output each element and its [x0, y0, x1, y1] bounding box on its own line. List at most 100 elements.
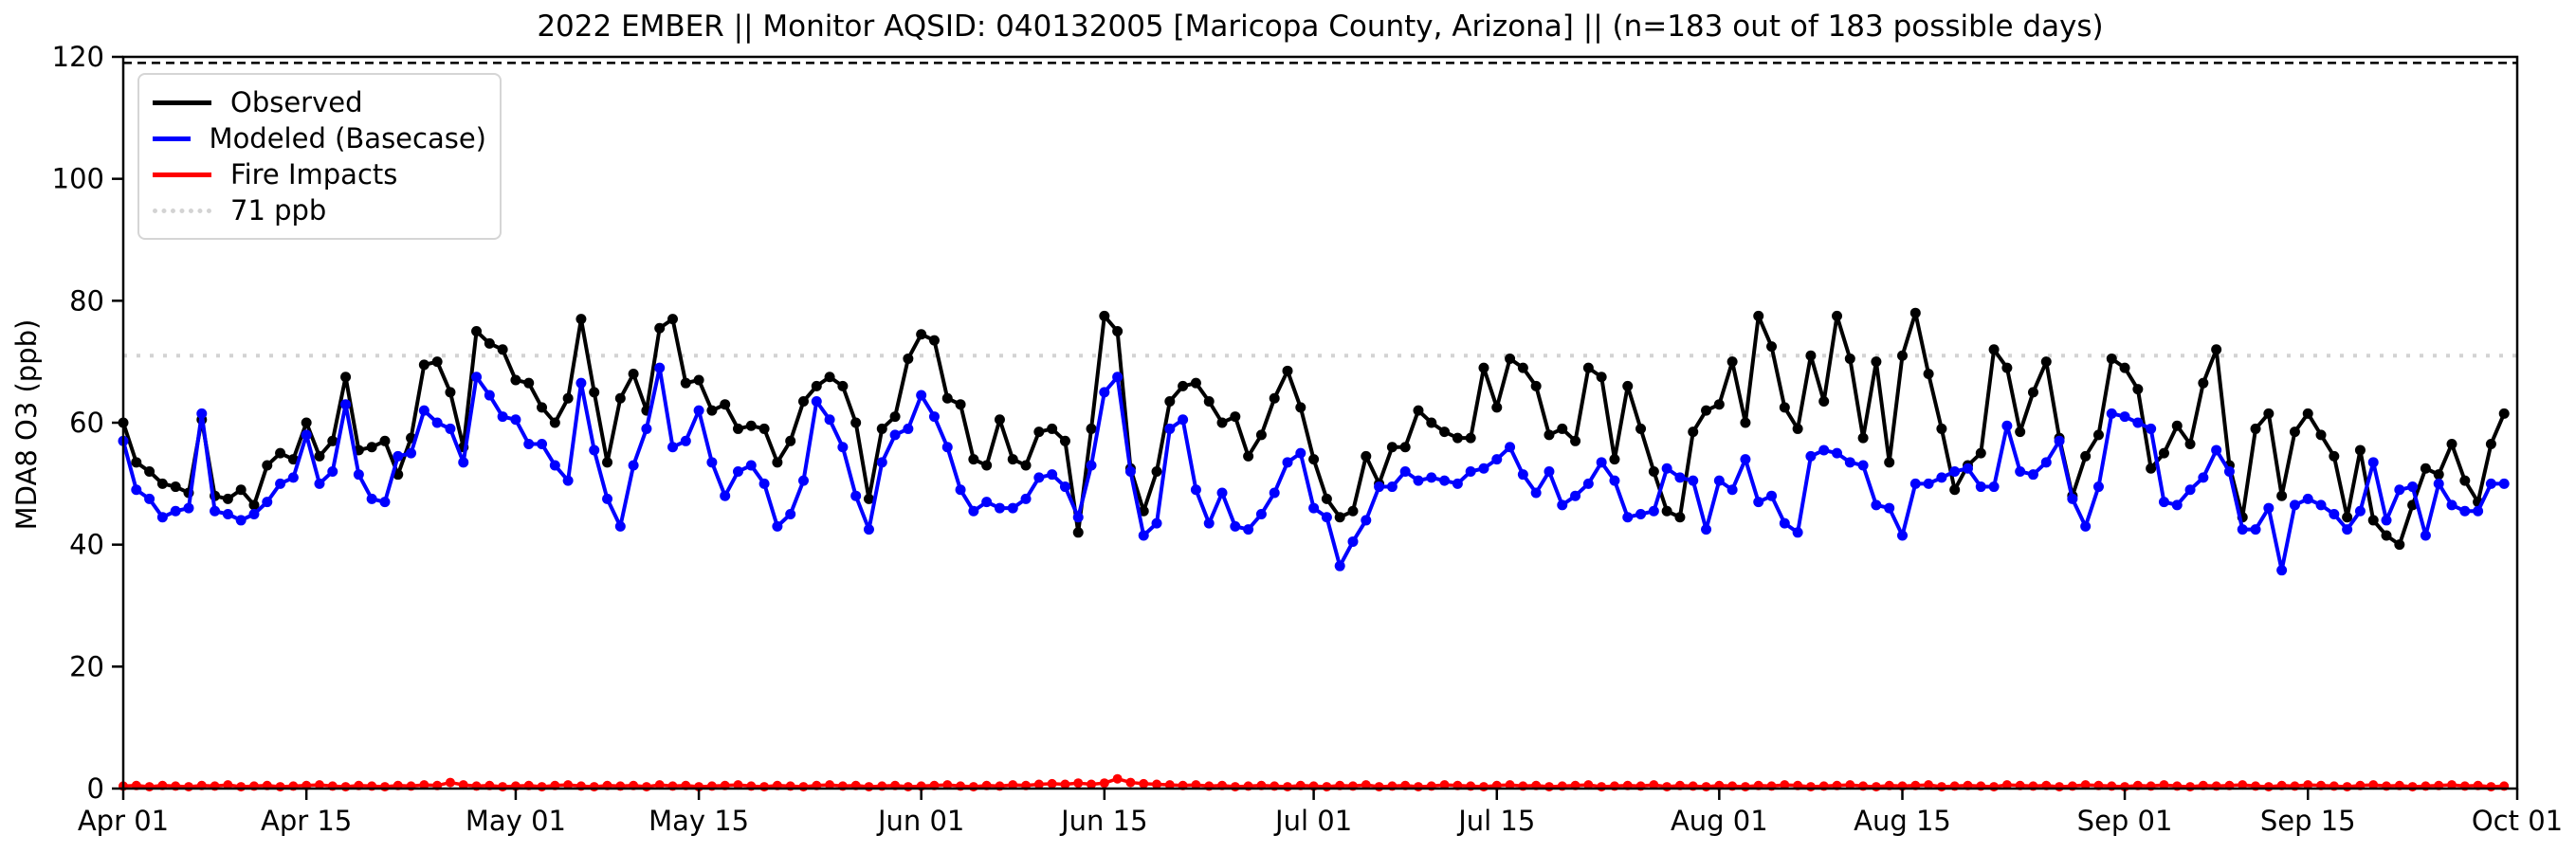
data-point	[340, 782, 351, 792]
data-point	[1347, 535, 1359, 547]
data-point	[1530, 380, 1542, 391]
data-point	[706, 457, 718, 468]
data-point	[393, 450, 404, 462]
x-tick-label: Oct 01	[2472, 805, 2563, 837]
data-point	[2342, 782, 2352, 792]
data-point	[1322, 782, 1332, 792]
data-point	[235, 515, 247, 526]
data-point	[1282, 457, 1293, 468]
data-point	[759, 782, 770, 792]
legend-label-observed: Observed	[230, 86, 363, 118]
data-point	[720, 490, 731, 501]
data-point	[2237, 524, 2248, 535]
data-point	[1099, 310, 1110, 321]
fire-line-icon	[153, 172, 211, 177]
data-point	[1557, 499, 1568, 511]
data-point	[2407, 481, 2419, 493]
data-point	[2092, 481, 2104, 493]
data-point	[785, 435, 796, 446]
data-point	[1780, 780, 1790, 790]
data-point	[2027, 469, 2038, 481]
data-point	[1008, 780, 1018, 790]
data-point	[1112, 773, 1123, 784]
data-point	[353, 469, 364, 481]
data-point	[419, 780, 429, 790]
data-point	[903, 353, 914, 364]
data-point	[2211, 445, 2222, 456]
data-point	[1216, 417, 1228, 428]
data-point	[2302, 493, 2313, 504]
data-point	[1871, 356, 1882, 368]
data-point	[1047, 469, 1058, 481]
data-point	[2027, 387, 2038, 398]
data-point	[1597, 782, 1607, 792]
data-point	[1308, 502, 1320, 514]
data-point	[1491, 454, 1503, 465]
data-point	[1596, 457, 1607, 468]
data-point	[1190, 484, 1201, 496]
data-point	[1033, 426, 1045, 438]
data-point	[2473, 505, 2484, 517]
data-point	[1439, 475, 1451, 486]
data-point	[797, 475, 809, 486]
data-point	[340, 399, 352, 410]
data-point	[2080, 520, 2092, 532]
data-point	[1282, 365, 1293, 376]
data-point	[1491, 402, 1503, 413]
x-tick-label: May 15	[649, 805, 749, 837]
data-point	[1178, 380, 1189, 391]
data-point	[772, 520, 783, 532]
data-point	[549, 460, 560, 471]
data-point	[1936, 782, 1946, 792]
data-point	[2303, 780, 2313, 790]
data-point	[1007, 502, 1018, 514]
data-point	[1478, 782, 1489, 792]
data-point	[2263, 502, 2275, 514]
data-point	[2342, 512, 2353, 523]
data-point	[1648, 505, 1659, 517]
data-point	[497, 344, 508, 355]
data-point	[824, 372, 835, 383]
data-point	[1087, 779, 1097, 789]
x-tick-label: Aug 15	[1854, 805, 1951, 837]
legend-item-threshold: 71 ppb	[153, 192, 486, 228]
data-point	[498, 782, 508, 792]
data-point	[1269, 487, 1280, 499]
data-point	[327, 465, 338, 477]
data-point	[772, 457, 783, 468]
data-point	[1582, 362, 1594, 373]
data-point	[863, 493, 874, 504]
data-point	[1413, 405, 1424, 416]
data-point	[418, 359, 429, 371]
data-point	[2446, 439, 2457, 450]
data-point	[418, 405, 429, 416]
data-point	[2001, 362, 2013, 373]
data-point	[2132, 384, 2144, 395]
data-point	[1949, 465, 1961, 477]
data-point	[589, 445, 600, 456]
data-point	[2119, 362, 2130, 373]
data-point	[1792, 423, 1803, 434]
data-point	[131, 457, 142, 468]
data-point	[406, 447, 417, 459]
y-tick-label: 20	[69, 650, 104, 682]
data-point	[1857, 460, 1869, 471]
data-point	[1909, 478, 1921, 489]
data-point	[1740, 417, 1751, 428]
data-point	[1766, 490, 1778, 501]
data-point	[1047, 778, 1057, 789]
data-point	[824, 414, 835, 426]
data-point	[1413, 475, 1424, 486]
data-point	[1988, 344, 2000, 355]
data-point	[1805, 350, 1817, 361]
data-point	[575, 314, 587, 325]
data-point	[1753, 310, 1764, 321]
data-point	[248, 499, 260, 511]
data-point	[2158, 447, 2169, 459]
data-point	[916, 390, 927, 401]
data-point	[1361, 515, 1372, 526]
data-point	[850, 417, 862, 428]
data-point	[1648, 465, 1659, 477]
data-point	[1701, 405, 1712, 416]
